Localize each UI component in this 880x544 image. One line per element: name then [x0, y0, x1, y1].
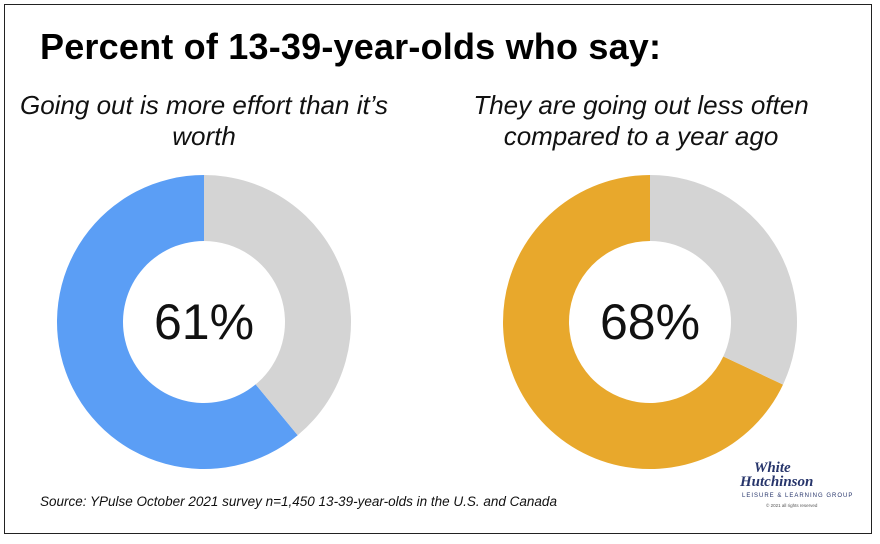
right-donut-slice-highlight — [503, 175, 784, 469]
right-donut-svg — [503, 175, 797, 469]
source-note: Source: YPulse October 2021 survey n=1,4… — [40, 494, 557, 509]
left-donut-center-label: 61% — [153, 294, 255, 350]
logo-line-copyright: © 2021 all rights reserved — [766, 503, 818, 508]
logo-line-white: White — [754, 460, 791, 476]
right-donut-center-label: 68% — [599, 294, 701, 350]
right-donut-chart: 68% — [500, 172, 800, 472]
white-hutchinson-logo: White Hutchinson LEISURE & LEARNING GROU… — [736, 460, 852, 516]
right-chart-subtitle: They are going out less often compared t… — [473, 90, 809, 151]
logo-line-group: LEISURE & LEARNING GROUP — [742, 493, 854, 499]
right-donut-slice-remainder — [650, 175, 797, 385]
left-donut-svg — [56, 175, 352, 469]
chart-title: Percent of 13-39-year-olds who say: — [40, 26, 662, 67]
chart-frame — [4, 4, 872, 534]
left-donut-slice-highlight — [56, 175, 298, 469]
left-donut-slice-remainder — [204, 175, 352, 436]
logo-line-hutchinson: Hutchinson — [740, 474, 814, 490]
left-chart-subtitle: Going out is more effort than it’s worth — [19, 90, 389, 151]
left-donut-chart: 61% — [54, 172, 354, 472]
